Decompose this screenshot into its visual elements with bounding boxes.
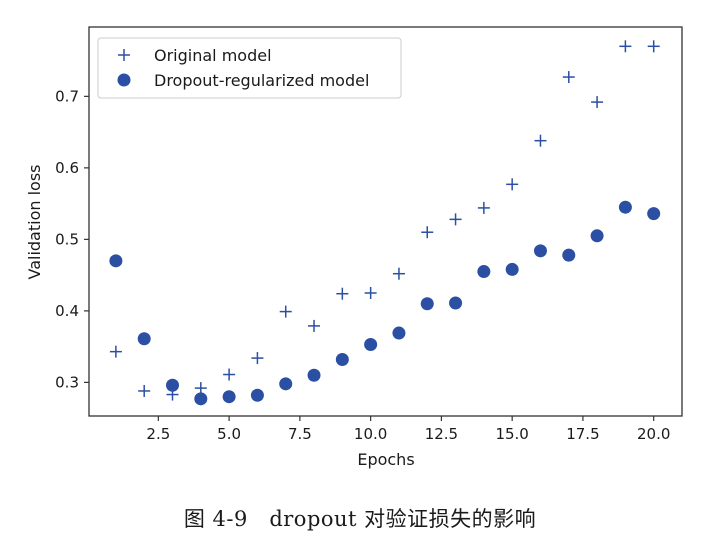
y-tick-label: 0.6: [55, 159, 79, 177]
dropout-model-point: [647, 207, 661, 221]
series-layer: [109, 40, 661, 406]
dropout-model-point: [109, 254, 123, 268]
x-tick-label: 5.0: [217, 425, 241, 443]
original-model-point: [364, 287, 377, 300]
x-axis: 2.5 5.0 7.5 10.0 12.5 15.0 17.5 20.0: [146, 416, 670, 443]
legend-label-original: Original model: [154, 46, 272, 65]
original-model-point: [392, 267, 405, 280]
y-tick-label: 0.3: [55, 373, 79, 391]
original-model-point: [194, 382, 207, 395]
legend-marker-circle: [117, 73, 131, 87]
legend-circle-symbol: [117, 73, 131, 87]
y-tick-label: 0.7: [55, 87, 79, 105]
y-tick-label: 0.4: [55, 302, 79, 320]
legend-label-dropout: Dropout-regularized model: [154, 71, 369, 90]
legend-marker-plus: [118, 49, 130, 61]
dropout-model-point: [250, 388, 264, 402]
dropout-model-point: [364, 337, 378, 351]
original-model-point: [336, 287, 349, 300]
original-model-point: [562, 71, 575, 84]
original-model-point: [534, 134, 547, 147]
figure-caption: 图 4-9 dropout 对验证损失的影响: [183, 507, 537, 531]
legend: Original model Dropout-regularized model: [97, 37, 402, 99]
dropout-model-point: [420, 297, 434, 311]
dropout-model-point: [477, 265, 491, 279]
x-tick-label: 20.0: [637, 425, 670, 443]
y-tick-label: 0.5: [55, 230, 79, 248]
dropout-model-point: [562, 248, 576, 262]
original-model-point: [477, 201, 490, 214]
dropout-model-point: [505, 262, 519, 276]
x-axis-label: Epochs: [357, 450, 414, 469]
original-model-point: [421, 226, 434, 239]
dropout-model-point: [222, 390, 236, 404]
dropout-model-point: [279, 377, 293, 391]
dropout-model-point: [137, 332, 151, 346]
original-model-point: [308, 319, 321, 332]
x-tick-label: 17.5: [566, 425, 599, 443]
original-model-point: [619, 40, 632, 53]
legend-box: [97, 37, 402, 99]
x-tick-label: 7.5: [288, 425, 312, 443]
original-model-point: [251, 352, 264, 365]
y-axis-label: Validation loss: [25, 165, 44, 280]
legend-plus-symbol: [118, 49, 130, 61]
series-original-model: [109, 40, 660, 401]
x-tick-label: 10.0: [354, 425, 387, 443]
x-tick-label: 12.5: [425, 425, 458, 443]
dropout-model-point: [392, 326, 406, 340]
dropout-model-point: [166, 378, 180, 392]
original-model-point: [138, 384, 151, 397]
original-model-point: [279, 305, 292, 318]
dropout-model-point: [335, 353, 349, 367]
loss-chart: 2.5 5.0 7.5 10.0 12.5 15.0 17.5 20.0 0.30.40.50…: [25, 26, 683, 469]
dropout-model-point: [449, 296, 463, 310]
dropout-model-point: [590, 229, 604, 243]
original-model-point: [591, 96, 604, 109]
original-model-point: [449, 213, 462, 226]
x-tick-label: 15.0: [495, 425, 528, 443]
original-model-point: [647, 40, 660, 53]
original-model-point: [109, 345, 122, 358]
original-model-point: [506, 178, 519, 191]
y-axis: 0.3 0.4 0.5 0.6 0.7: [55, 87, 89, 391]
series-dropout-model: [109, 200, 661, 406]
original-model-point: [223, 368, 236, 381]
x-tick-label: 2.5: [146, 425, 170, 443]
dropout-model-point: [533, 244, 547, 258]
dropout-model-point: [307, 368, 321, 382]
dropout-model-point: [618, 200, 632, 214]
dropout-model-point: [194, 392, 208, 406]
